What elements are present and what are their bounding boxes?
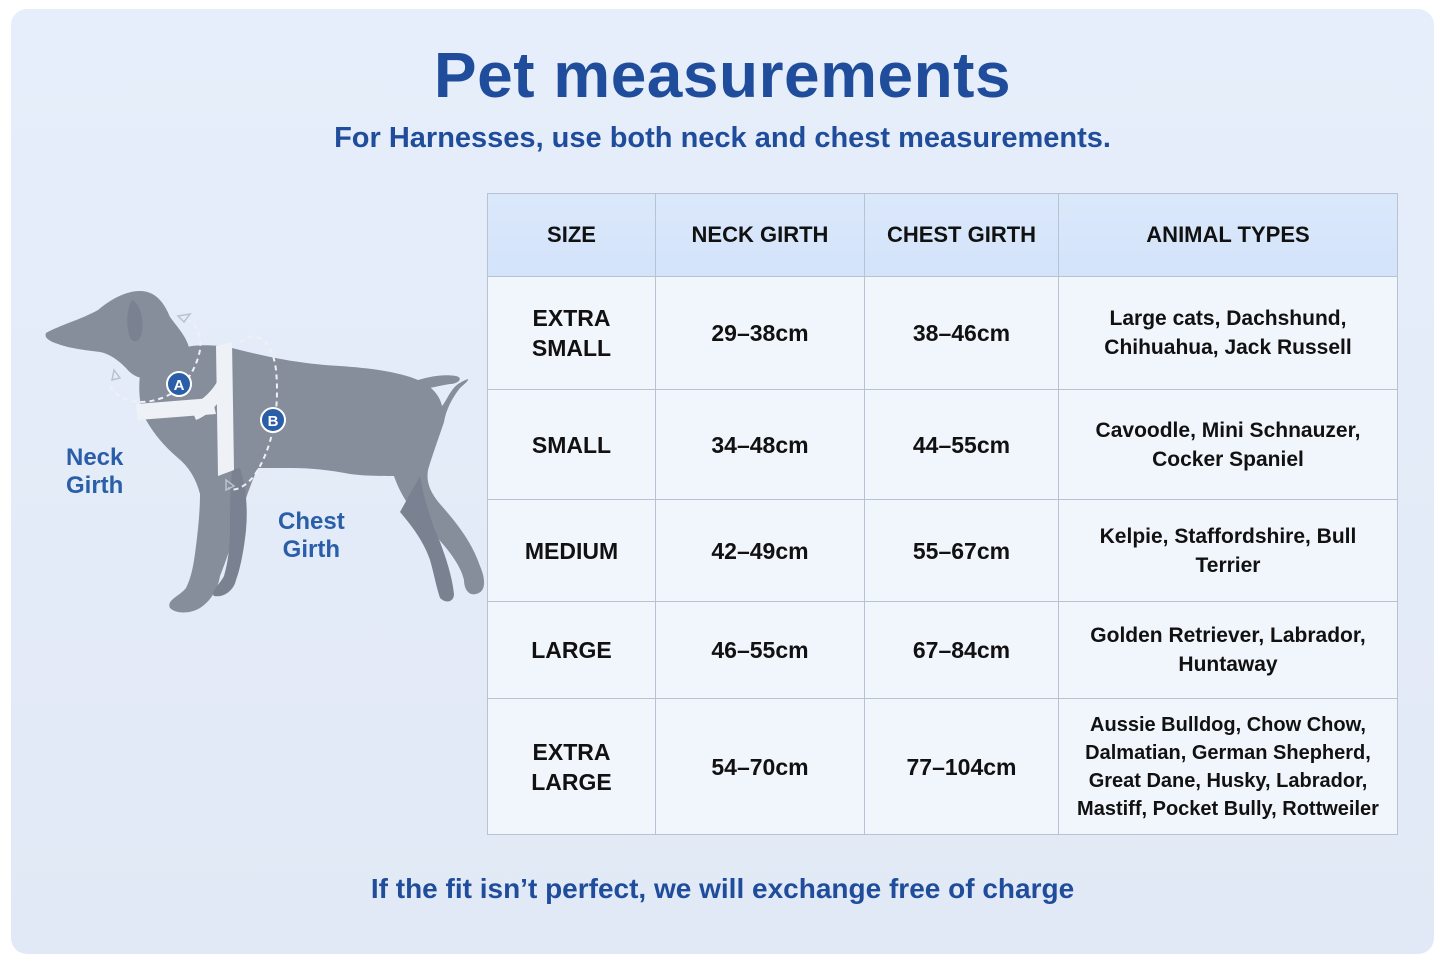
chest-cell: 55–67cm — [864, 499, 1059, 602]
header-animal-types: ANIMAL TYPES — [1058, 193, 1398, 277]
dog-silhouette-illustration: A B — [45, 291, 485, 613]
neck-girth-label-line-2: Girth — [66, 472, 124, 499]
header-size: SIZE — [487, 193, 656, 277]
types-line: Large cats, Dachshund, — [1109, 307, 1347, 330]
types-line: Huntaway — [1178, 653, 1278, 676]
chest-girth-label: Chest Girth — [278, 508, 345, 564]
table-row-large: LARGE 46–55cm 67–84cm Golden Retriever, … — [487, 601, 1398, 699]
marker-b: B — [260, 407, 286, 433]
harness-straps — [136, 342, 234, 476]
neck-cell: 54–70cm — [655, 698, 865, 835]
types-line: Cavoodle, Mini Schnauzer, — [1095, 418, 1361, 442]
guide-arrows — [111, 312, 236, 492]
size-chart-table: SIZE NECK GIRTH CHEST GIRTH ANIMAL TYPES… — [487, 193, 1398, 835]
table-row-medium: MEDIUM 42–49cm 55–67cm Kelpie, Staffords… — [487, 499, 1398, 602]
svg-text:B: B — [268, 413, 279, 430]
chest-girth-label-line-1: Chest — [278, 508, 345, 535]
types-cell: Kelpie, Staffordshire, Bull Terrier — [1058, 499, 1398, 602]
size-cell: EXTRA LARGE — [487, 698, 656, 835]
types-line: Mastiff, Pocket Bully, Rottweiler — [1077, 797, 1379, 820]
svg-text:A: A — [174, 377, 185, 394]
table-row-extra-large: EXTRA LARGE 54–70cm 77–104cm Aussie Bull… — [487, 698, 1398, 835]
neck-cell: 34–48cm — [655, 389, 865, 500]
size-cell: MEDIUM — [487, 499, 656, 602]
chest-cell: 38–46cm — [864, 276, 1059, 390]
page-subtitle: For Harnesses, use both neck and chest m… — [334, 122, 1111, 154]
size-line: MEDIUM — [524, 537, 619, 564]
types-cell: Large cats, Dachshund, Chihuahua, Jack R… — [1058, 276, 1398, 390]
table-header-row: SIZE NECK GIRTH CHEST GIRTH ANIMAL TYPES — [487, 193, 1398, 277]
types-line: Terrier — [1195, 553, 1261, 577]
types-cell: Golden Retriever, Labrador, Huntaway — [1058, 601, 1398, 699]
types-line: Dalmatian, German Shepherd, — [1085, 741, 1371, 764]
header-chest-girth: CHEST GIRTH — [864, 193, 1059, 277]
table-row-small: SMALL 34–48cm 44–55cm Cavoodle, Mini Sch… — [487, 389, 1398, 500]
types-line: Kelpie, Staffordshire, Bull — [1099, 524, 1357, 548]
neck-girth-label: Neck Girth — [66, 444, 123, 500]
neck-girth-label-line-1: Neck — [66, 444, 124, 471]
size-line: EXTRA — [532, 738, 611, 765]
size-line: SMALL — [531, 335, 612, 361]
page-title: Pet measurements — [433, 39, 1012, 111]
chest-cell: 44–55cm — [864, 389, 1059, 500]
neck-cell: 46–55cm — [655, 601, 865, 699]
types-line: Aussie Bulldog, Chow Chow, — [1090, 713, 1366, 736]
size-cell: SMALL — [487, 389, 656, 500]
size-line: LARGE — [531, 637, 612, 663]
types-line: Cocker Spaniel — [1152, 447, 1304, 471]
size-line: SMALL — [531, 431, 612, 458]
types-line: Golden Retriever, Labrador, — [1090, 624, 1366, 647]
types-line: Great Dane, Husky, Labrador, — [1088, 769, 1368, 792]
types-line: Chihuahua, Jack Russell — [1104, 336, 1352, 359]
dog-diagram: A B — [40, 280, 490, 620]
table-row-extra-small: EXTRA SMALL 29–38cm 38–46cm Large cats, … — [487, 276, 1398, 390]
chest-cell: 67–84cm — [864, 601, 1059, 699]
size-cell: EXTRA SMALL — [487, 276, 656, 390]
exchange-note: If the fit isn’t perfect, we will exchan… — [370, 873, 1075, 904]
marker-a: A — [166, 371, 192, 397]
types-cell: Aussie Bulldog, Chow Chow, Dalmatian, Ge… — [1058, 698, 1398, 835]
chest-cell: 77–104cm — [864, 698, 1059, 835]
size-line: LARGE — [531, 768, 612, 795]
size-line: EXTRA — [532, 305, 611, 331]
types-cell: Cavoodle, Mini Schnauzer, Cocker Spaniel — [1058, 389, 1398, 500]
neck-cell: 29–38cm — [655, 276, 865, 390]
size-cell: LARGE — [487, 601, 656, 699]
header-neck-girth: NECK GIRTH — [655, 193, 865, 277]
chest-girth-label-line-2: Girth — [282, 536, 340, 563]
neck-cell: 42–49cm — [655, 499, 865, 602]
